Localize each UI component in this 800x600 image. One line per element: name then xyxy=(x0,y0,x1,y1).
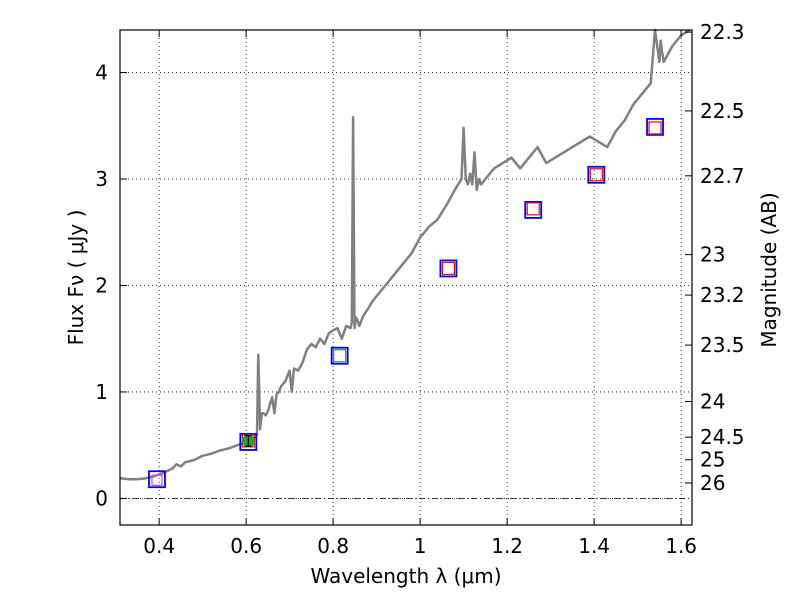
axes-frame xyxy=(119,29,693,526)
x-tick-label: 1.6 xyxy=(665,534,697,558)
axis-ticks: 0.4 0.6 0.8 1 1.2 1.4 1.60123422.322.522.72323… xyxy=(95,20,744,558)
photometry-blue-square xyxy=(524,201,543,219)
photometry-blue-square xyxy=(239,433,258,451)
magnitude-tick-label: 26 xyxy=(700,471,725,495)
magnitude-tick-label: 25 xyxy=(700,448,725,472)
model-red-square xyxy=(526,202,540,216)
magnitude-tick-label: 24.5 xyxy=(700,425,745,449)
y-tick-label: 1 xyxy=(95,380,108,404)
grid-lines xyxy=(120,30,692,525)
magnitude-tick-label: 23 xyxy=(700,243,725,267)
y-axis-right-label: Magnitude (AB) xyxy=(757,192,781,347)
y-tick-label: 2 xyxy=(95,273,108,297)
photometry-blue-square xyxy=(439,259,458,278)
photometry-blue-square xyxy=(148,470,166,489)
x-tick-label: 1 xyxy=(414,534,427,558)
magnitude-tick-label: 22.7 xyxy=(700,164,745,188)
y-tick-label: 3 xyxy=(95,167,108,191)
y-tick-label: 4 xyxy=(95,61,108,85)
magnitude-tick-label: 24 xyxy=(700,390,725,414)
model-red-square xyxy=(441,261,456,276)
x-axis-label: Wavelength λ (μm) xyxy=(310,564,501,588)
plot-area xyxy=(119,28,692,499)
magnitude-tick-label: 22.5 xyxy=(700,99,745,123)
x-tick-label: 1.4 xyxy=(578,534,610,558)
model-red-square xyxy=(648,121,662,135)
photometry-blue-square xyxy=(330,346,349,365)
magnitude-tick-label: 23.2 xyxy=(700,283,745,307)
x-tick-label: 1.2 xyxy=(491,534,523,558)
x-tick-label: 0.4 xyxy=(143,534,175,558)
magnitude-tick-label: 23.5 xyxy=(700,333,745,357)
y-tick-label: 0 xyxy=(95,486,108,510)
model-red-square xyxy=(589,168,603,182)
magnitude-tick-label: 22.3 xyxy=(700,20,745,44)
model-magenta-square xyxy=(151,474,163,486)
model-green-square xyxy=(333,349,347,363)
x-tick-label: 0.6 xyxy=(230,534,262,558)
x-tick-label: 0.8 xyxy=(317,534,349,558)
photometry-blue-square xyxy=(587,165,606,184)
y-axis-label: Flux Fν ( μJy ) xyxy=(64,210,88,346)
photometry-blue-square xyxy=(646,117,664,136)
